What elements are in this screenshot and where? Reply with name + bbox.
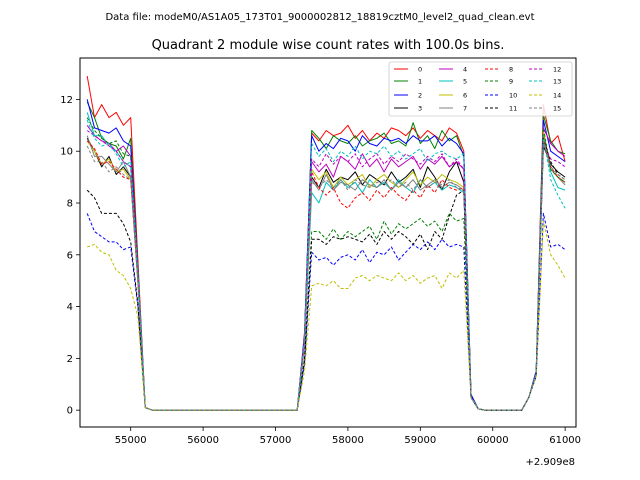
- plot-area: [79, 57, 577, 428]
- x-tick-label: 56000: [187, 435, 219, 446]
- x-tick-label: 57000: [260, 435, 292, 446]
- series-line-14: [87, 220, 566, 411]
- y-tick-label: 2: [67, 354, 73, 365]
- y-tick-label: 6: [67, 250, 73, 261]
- legend-label-5: 5: [463, 78, 467, 86]
- x-axis: 55000 56000 57000 58000 59000 60000 61000: [115, 427, 581, 446]
- x-tick-label: 60000: [477, 435, 509, 446]
- y-tick-label: 10: [60, 147, 73, 158]
- x-tick-label: 58000: [332, 435, 364, 446]
- legend-label-6: 6: [463, 92, 467, 100]
- x-offset-label: +2.909e8: [525, 457, 575, 468]
- legend-label-14: 14: [553, 92, 561, 100]
- y-tick-label: 4: [67, 302, 73, 313]
- axes-frame: [79, 57, 577, 428]
- y-tick-label: 12: [60, 95, 73, 106]
- x-tick-label: 61000: [549, 435, 581, 446]
- legend-label-4: 4: [463, 66, 467, 74]
- legend-label-11: 11: [509, 105, 517, 113]
- y-axis: 0 2 4 6 8 10 12: [60, 95, 80, 417]
- legend-label-1: 1: [418, 78, 422, 86]
- legend-label-9: 9: [509, 78, 513, 86]
- x-tick-label: 59000: [404, 435, 436, 446]
- x-tick-label: 55000: [115, 435, 147, 446]
- y-tick-label: 0: [67, 406, 73, 417]
- legend-label-8: 8: [509, 66, 513, 74]
- legend-label-2: 2: [418, 92, 422, 100]
- series-layer: [86, 76, 566, 411]
- legend-box: [388, 61, 573, 117]
- legend-label-0: 0: [418, 66, 422, 74]
- legend-label-3: 3: [418, 105, 422, 113]
- legend-label-10: 10: [509, 92, 517, 100]
- legend-label-15: 15: [553, 105, 561, 113]
- chart-title: Quadrant 2 module wise count rates with …: [152, 38, 505, 53]
- legend-label-12: 12: [553, 66, 561, 74]
- suptitle: Data file: modeM0/AS1A05_173T01_90000028…: [105, 12, 534, 23]
- legend-label-7: 7: [463, 105, 467, 113]
- legend-label-13: 13: [553, 78, 561, 86]
- y-tick-label: 8: [67, 199, 73, 210]
- series-line-15: [86, 140, 566, 411]
